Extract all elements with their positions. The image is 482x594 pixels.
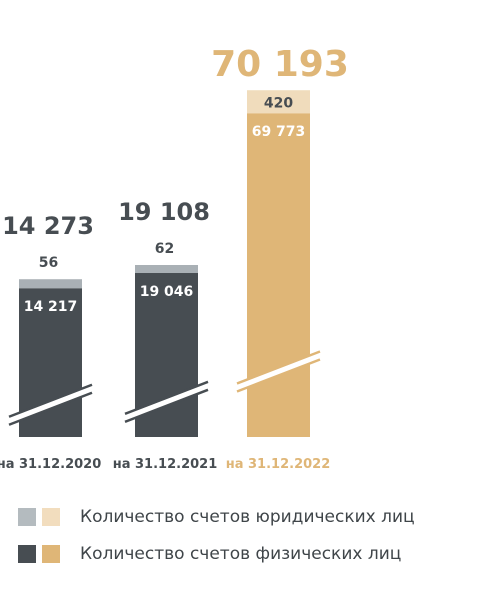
axis-break-line-upper-1 xyxy=(124,380,209,416)
legend-item-individual: Количество счетов физических лиц xyxy=(18,542,415,566)
axis-break-line-lower-1 xyxy=(124,388,209,424)
axis-break-line-lower-2 xyxy=(236,358,321,393)
bar-individual-2 xyxy=(247,113,310,437)
legend-swatch-legal-past xyxy=(18,508,36,526)
value-label-individual-2: 69 773 xyxy=(252,124,306,140)
chart-legend: Количество счетов юридических лиц Количе… xyxy=(18,505,415,579)
value-label-legal-2: 420 xyxy=(264,96,293,112)
legend-swatch-individual-current xyxy=(42,545,60,563)
total-label-0: 14 273 xyxy=(2,212,94,240)
value-label-individual-0: 14 217 xyxy=(24,299,78,315)
axis-break-gap-1 xyxy=(125,382,208,422)
total-label-2: 70 193 xyxy=(211,44,349,85)
category-label-1: на 31.12.2021 xyxy=(113,457,218,472)
legend-label-individual: Количество счетов физических лиц xyxy=(80,544,402,564)
legend-label-legal: Количество счетов юридических лиц xyxy=(80,507,415,527)
category-label-0: на 31.12.2020 xyxy=(0,457,101,472)
legend-item-legal: Количество счетов юридических лиц xyxy=(18,505,415,529)
bar-legal-1 xyxy=(135,265,198,274)
value-label-legal-0: 56 xyxy=(39,255,58,271)
axis-break-line-upper-0 xyxy=(8,383,93,418)
value-label-individual-1: 19 046 xyxy=(140,284,194,300)
category-label-2: на 31.12.2022 xyxy=(226,457,331,472)
axis-break-gap-2 xyxy=(237,352,320,392)
legend-swatch-individual-past xyxy=(18,545,36,563)
value-label-legal-1: 62 xyxy=(155,241,174,257)
axis-break-line-lower-0 xyxy=(8,391,93,426)
legend-swatch-legal-current xyxy=(42,508,60,526)
bar-legal-2 xyxy=(247,90,310,114)
total-label-1: 19 108 xyxy=(118,198,210,226)
axis-break-line-upper-2 xyxy=(236,350,321,385)
axis-break-gap-0 xyxy=(9,385,92,425)
bar-legal-0 xyxy=(19,279,82,289)
